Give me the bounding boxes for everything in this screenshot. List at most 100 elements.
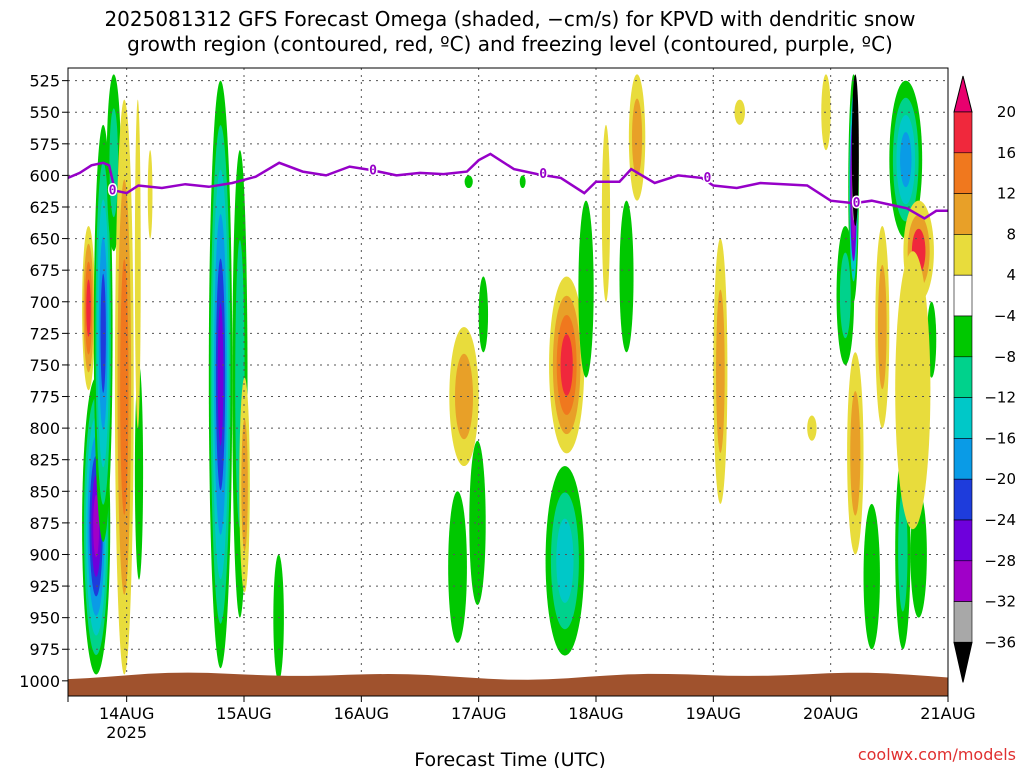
- ground-surface: [68, 672, 948, 696]
- ground-fill: [68, 672, 948, 696]
- omega-cell-28-1: [850, 391, 861, 516]
- omega-cell-3-1: [109, 108, 119, 218]
- omega-cell-10-1: [241, 418, 248, 552]
- omega-cell-23-0: [734, 99, 746, 125]
- omega-cell-1-3: [86, 279, 91, 337]
- colorbar-swatch-8: [953, 397, 973, 439]
- x-tick-label-3: 16AUG: [334, 704, 389, 723]
- x-axis-title: Forecast Time (UTC): [414, 749, 605, 768]
- omega-shading: [82, 74, 937, 681]
- freezing-level-label-3: 0: [704, 171, 712, 186]
- colorbar-label-7: −12: [984, 389, 1016, 407]
- omega-cell-31-3: [900, 132, 912, 188]
- colorbar-label-13: −36: [984, 633, 1016, 651]
- colorbar-label-12: −32: [984, 593, 1016, 611]
- colorbar-label-2: 12: [997, 185, 1016, 203]
- y-tick-label-875: 875: [29, 514, 60, 533]
- freezing-level-label-0: 0: [109, 184, 117, 199]
- omega-cell-21-1: [632, 98, 643, 177]
- freezing-level-label-1: 0: [369, 163, 377, 178]
- colorbar-label-9: −20: [984, 470, 1016, 488]
- colorbar-swatch-9: [953, 438, 973, 480]
- x-tick-label-6: 19AUG: [686, 704, 741, 723]
- omega-cell-22-1: [716, 289, 725, 453]
- y-tick-label-600: 600: [29, 166, 60, 185]
- colorbar-swatch-12: [953, 560, 973, 602]
- colorbar-bottom-arrow: [953, 641, 973, 683]
- y-tick-label-550: 550: [29, 103, 60, 122]
- colorbar-label-0: 20: [997, 103, 1016, 121]
- colorbar-swatch-4: [953, 234, 973, 276]
- y-tick-label-575: 575: [29, 135, 60, 154]
- colorbar-label-11: −28: [984, 552, 1016, 570]
- omega-cell-8-5: [217, 303, 224, 446]
- y-tick-label-625: 625: [29, 198, 60, 217]
- omega-cell-7-0: [147, 150, 153, 239]
- colorbar-label-10: −24: [984, 511, 1016, 529]
- omega-cell-37-0: [895, 251, 931, 530]
- colorbar-label-8: −16: [984, 429, 1016, 447]
- colorbar-label-3: 8: [1006, 225, 1016, 243]
- plot-background: [68, 68, 948, 696]
- y-tick-label-1000: 1000: [19, 672, 60, 691]
- omega-cell-38-0: [464, 175, 473, 189]
- y-tick-label-800: 800: [29, 419, 60, 438]
- freezing-level-contour: 0 0 0 0 0: [67, 152, 948, 220]
- y-tick-label-925: 925: [29, 577, 60, 596]
- y-tick-label-675: 675: [29, 261, 60, 280]
- colorbar-swatch-7: [953, 356, 973, 398]
- x-tick-label-4: 17AUG: [451, 704, 506, 723]
- y-tick-label-750: 750: [29, 356, 60, 375]
- y-tick-label-950: 950: [29, 609, 60, 628]
- y-tick-label-700: 700: [29, 293, 60, 312]
- colorbar-swatch-11: [953, 519, 973, 562]
- x-tick-sublabel-1: 2025: [106, 723, 147, 742]
- omega-cell-29-0: [863, 503, 880, 650]
- omega-cell-15-0: [469, 440, 486, 606]
- omega-cell-17-2: [556, 518, 574, 603]
- y-axis: 525 550 575 600 625 650 675 700 725 750 775 800 825 8…: [19, 72, 68, 691]
- x-tick-label-5: 18AUG: [568, 704, 623, 723]
- freezing-level-label-4: 0: [853, 196, 861, 211]
- y-tick-label-975: 975: [29, 640, 60, 659]
- y-tick-label-850: 850: [29, 482, 60, 501]
- freezing-level-line: [67, 152, 948, 220]
- colorbar-swatch-1: [953, 111, 973, 154]
- colorbar: 20 16 12 8 4 −4 −8 −12 −16 −20 −24 −28 −32 −36: [953, 75, 1016, 683]
- y-tick-label-725: 725: [29, 324, 60, 343]
- omega-cell-25-1: [839, 252, 851, 339]
- freezing-level-label-2: 0: [539, 167, 547, 182]
- colorbar-label-1: 16: [997, 144, 1016, 162]
- y-tick-label-900: 900: [29, 545, 60, 564]
- colorbar-swatch-2: [953, 152, 973, 194]
- omega-cell-12-1: [454, 353, 474, 440]
- credit-link[interactable]: coolwx.com/models: [858, 745, 1016, 764]
- omega-cell-6-0: [134, 99, 141, 429]
- colorbar-swatch-5: [953, 274, 973, 317]
- omega-cell-30-1: [877, 264, 887, 390]
- colorbar-top-arrow: [953, 75, 973, 113]
- omega-cell-39-0: [519, 175, 526, 189]
- y-tick-label-825: 825: [29, 451, 60, 470]
- colorbar-swatch-6: [953, 315, 973, 358]
- omega-cell-4-2: [120, 259, 129, 515]
- x-tick-label-1: 14AUG: [99, 704, 154, 723]
- x-tick-label-2: 15AUG: [216, 704, 271, 723]
- colorbar-label-4: 4: [1006, 266, 1016, 284]
- omega-cell-14-0: [478, 276, 489, 353]
- omega-cell-18-0: [578, 200, 594, 378]
- colorbar-label-6: −8: [994, 348, 1016, 366]
- colorbar-label-5: −4: [994, 307, 1016, 325]
- x-tick-label-8: 21AUG: [920, 704, 975, 723]
- omega-cell-19-0: [601, 124, 611, 302]
- colorbar-swatch-3: [953, 193, 973, 235]
- omega-cell-20-0: [619, 200, 634, 353]
- y-tick-label-525: 525: [29, 72, 60, 91]
- omega-cell-0-6: [93, 494, 100, 558]
- omega-cell-13-0: [448, 491, 467, 643]
- x-tick-label-7: 20AUG: [803, 704, 858, 723]
- chart-title-line-1: 2025081312 GFS Forecast Omega (shaded, −…: [104, 7, 915, 31]
- plot-area: 0 0 0 0 0: [67, 67, 949, 697]
